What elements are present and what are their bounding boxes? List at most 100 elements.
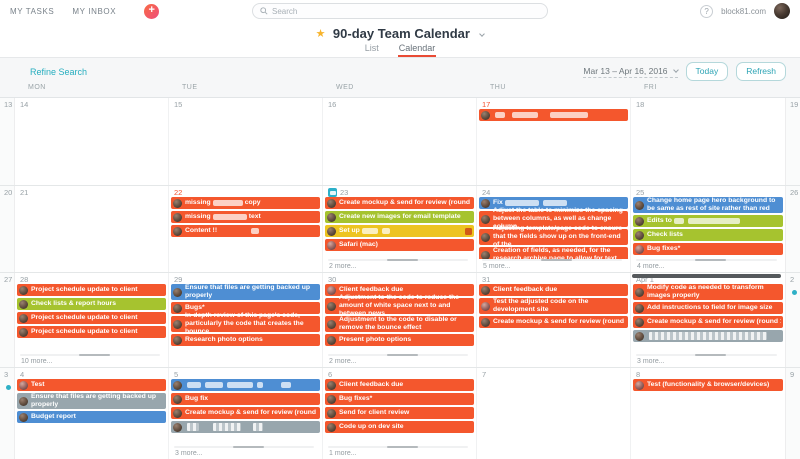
task-bar[interactable]: Safari (mac) [325, 239, 474, 251]
nav-my-inbox[interactable]: MY INBOX [72, 6, 117, 16]
task-bar[interactable]: Create mockup & send for review (round 1… [479, 316, 628, 328]
task-bar[interactable]: Research photo options [171, 334, 320, 346]
task-bar[interactable]: Test the adjusted code on the developmen… [479, 298, 628, 314]
scrollbar-handle[interactable] [386, 354, 418, 356]
task-bar[interactable]: Code up on dev site [325, 421, 474, 433]
more-tasks-link[interactable]: 10 more... [21, 358, 53, 365]
tab-calendar[interactable]: Calendar [397, 42, 437, 57]
task-bar[interactable]: Send for client review [325, 407, 474, 419]
task-bar[interactable] [479, 109, 628, 121]
day-cell[interactable]: 23 Create mockup & send for review (round… [323, 186, 477, 272]
user-avatar[interactable] [774, 3, 790, 19]
day-cell[interactable]: 30 Client feedback due Adjustment to the c… [323, 273, 477, 367]
task-bar[interactable]: Ensure that files are getting backed up … [171, 284, 320, 300]
task-bar[interactable]: Create mockup & send for review (round 1… [633, 316, 783, 328]
refresh-button[interactable]: Refresh [736, 62, 786, 81]
task-bar[interactable] [171, 379, 320, 391]
task-bar[interactable]: Add instructions to field for image size [633, 302, 783, 314]
task-bar[interactable]: Client feedback due [479, 284, 628, 296]
search-input[interactable] [272, 6, 540, 16]
day-cell[interactable]: 8 Test (functionality & browser/devices) [631, 368, 785, 459]
more-tasks-link[interactable]: 5 more... [483, 263, 511, 270]
weekend-edge-cell[interactable]: 2 [785, 273, 800, 367]
weekend-edge-cell[interactable]: 26 [785, 186, 800, 272]
day-cell[interactable]: 16 [323, 98, 477, 185]
task-bar[interactable]: Bug fixes* [325, 393, 474, 405]
task-bar[interactable]: Adjust the table to minimize the spacing… [479, 207, 628, 230]
scrollbar-handle[interactable] [540, 259, 572, 261]
task-bar[interactable]: Change home page hero background to be s… [633, 197, 783, 213]
help-icon[interactable]: ? [700, 4, 714, 18]
day-cell[interactable]: 29 Ensure that files are getting backed u… [169, 273, 323, 367]
cell-scrollbar[interactable] [636, 354, 777, 356]
task-bar[interactable]: Fix [479, 197, 628, 209]
weekend-edge-cell[interactable]: 13 [0, 98, 15, 185]
task-bar[interactable]: Project schedule update to client [17, 326, 166, 338]
day-cell[interactable]: 28 Project schedule update to client Check… [15, 273, 169, 367]
more-tasks-link[interactable]: 3 more... [175, 450, 203, 457]
task-bar[interactable]: Check lists & report hours [17, 298, 166, 310]
cell-scrollbar[interactable] [20, 354, 160, 356]
task-bar[interactable]: Present photo options [325, 334, 474, 346]
task-bar[interactable]: Client feedback due [325, 379, 474, 391]
more-tasks-link[interactable]: 4 more... [637, 263, 665, 270]
more-tasks-link[interactable]: 3 more... [637, 358, 665, 365]
scrollbar-handle[interactable] [78, 354, 110, 356]
horizontal-scrollbar[interactable] [632, 274, 781, 278]
weekend-edge-cell[interactable]: 20 [0, 186, 15, 272]
day-cell[interactable]: 22 missing copy missing text Content !! [169, 186, 323, 272]
task-bar[interactable]: Test (functionality & browser/devices) [633, 379, 783, 391]
day-cell[interactable]: 5 Bug fix Create mockup & send for review … [169, 368, 323, 459]
scrollbar-handle[interactable] [386, 259, 418, 261]
day-cell[interactable]: 14 [15, 98, 169, 185]
nav-my-tasks[interactable]: MY TASKS [10, 6, 55, 16]
task-bar[interactable]: Ensure that files are getting backed up … [17, 393, 166, 409]
workspace-name[interactable]: block81.com [721, 6, 766, 16]
task-bar[interactable]: Create new images for email template [325, 211, 474, 223]
more-tasks-link[interactable]: 2 more... [329, 263, 357, 270]
task-bar[interactable]: Creation of fields, as needed, for the r… [479, 247, 628, 259]
refine-search-link[interactable]: Refine Search [30, 67, 88, 77]
day-cell[interactable]: 17 [477, 98, 631, 185]
task-bar[interactable]: Adjustment to the code to reduce the amo… [325, 294, 474, 317]
tab-list[interactable]: List [364, 43, 379, 53]
day-cell[interactable]: 24 Fix Adjust the table to minimize the sp… [477, 186, 631, 272]
task-bar[interactable]: missing text [171, 211, 320, 223]
task-bar[interactable]: missing copy [171, 197, 320, 209]
day-cell[interactable]: 6 Client feedback due Bug fixes* Send for c… [323, 368, 477, 459]
day-cell[interactable]: 15 [169, 98, 323, 185]
weekend-edge-cell[interactable]: 19 [785, 98, 800, 185]
task-bar[interactable]: Adjusting template/page code to ensure t… [479, 225, 628, 248]
cell-scrollbar[interactable] [328, 259, 468, 261]
project-title[interactable]: 90-day Team Calendar [332, 26, 470, 41]
day-cell[interactable]: 31 Client feedback due Test the adjusted c… [477, 273, 631, 367]
day-cell[interactable]: 25 Change home page hero background to be… [631, 186, 785, 272]
scrollbar-handle[interactable] [695, 259, 727, 261]
weekend-edge-cell[interactable]: 9 [785, 368, 800, 459]
more-tasks-link[interactable]: 2 more... [329, 358, 357, 365]
cell-scrollbar[interactable] [328, 354, 468, 356]
day-cell[interactable]: 18 [631, 98, 785, 185]
task-bar[interactable]: Client feedback due [325, 284, 474, 296]
task-bar[interactable]: Set up [325, 225, 474, 237]
task-bar[interactable]: In-depth review of this page's code, par… [171, 312, 320, 335]
scrollbar-handle[interactable] [232, 446, 264, 448]
weekend-edge-cell[interactable]: 3 [0, 368, 15, 459]
task-bar[interactable]: Budget report [17, 411, 166, 423]
day-cell[interactable]: 21 [15, 186, 169, 272]
task-bar[interactable]: Project schedule update to client [17, 312, 166, 324]
task-bar[interactable] [171, 421, 320, 433]
task-bar[interactable]: Bug fixes* [633, 243, 783, 255]
task-bar[interactable]: Create mockup & send for review (round 1… [171, 407, 320, 419]
favorite-star-icon[interactable]: ★ [315, 28, 326, 40]
task-bar[interactable]: Create mockup & send for review (round 1… [325, 197, 474, 209]
weekend-edge-cell[interactable]: 27 [0, 273, 15, 367]
project-dropdown-chevron-icon[interactable] [479, 31, 486, 37]
date-range-selector[interactable]: Mar 13 – Apr 16, 2016 [583, 66, 679, 78]
cell-scrollbar[interactable] [482, 259, 622, 261]
task-bar[interactable]: Content !! [171, 225, 320, 237]
cell-scrollbar[interactable] [328, 446, 468, 448]
task-bar[interactable]: Test [17, 379, 166, 391]
task-bar[interactable] [633, 330, 783, 342]
day-cell[interactable]: Apr 1 Modify code as needed to transform … [631, 273, 785, 367]
